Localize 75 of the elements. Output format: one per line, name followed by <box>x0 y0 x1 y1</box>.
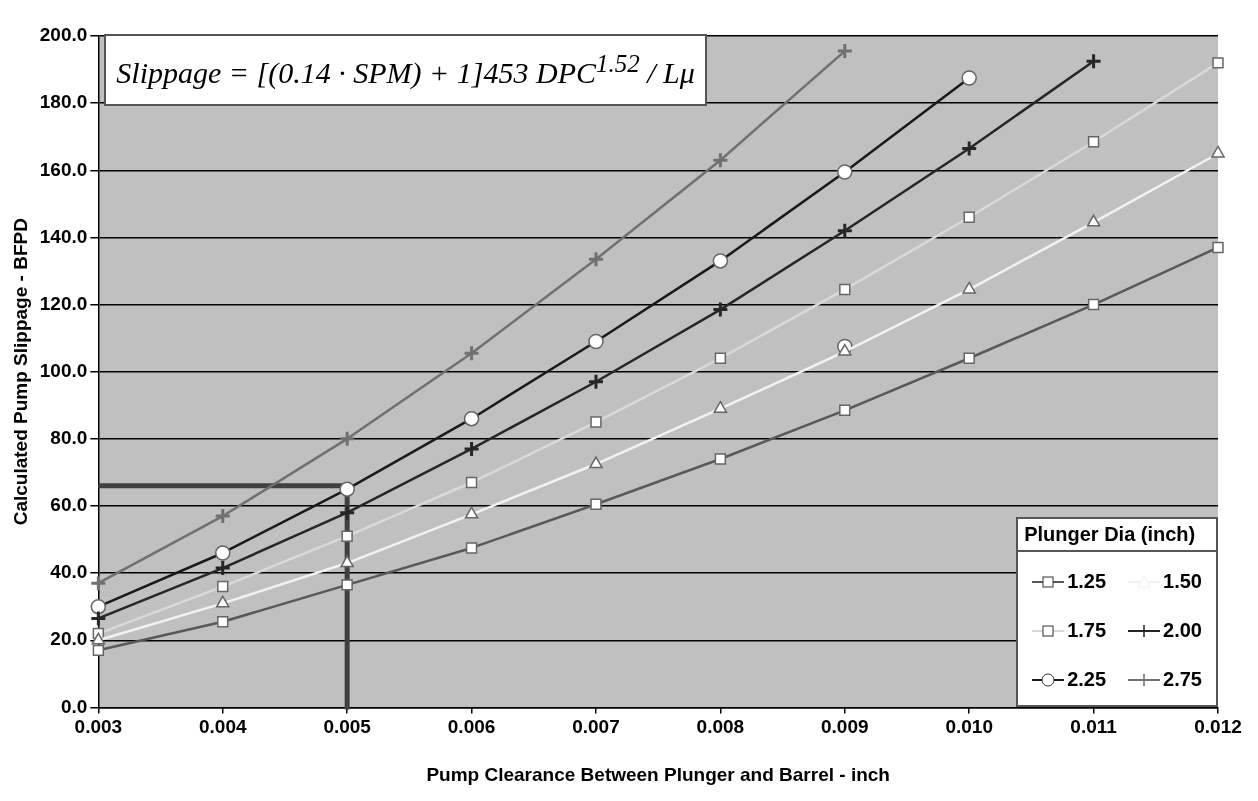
point <box>963 352 975 364</box>
x-tick-label: 0.004 <box>198 716 247 738</box>
y-axis-title: Calculated Pump Slippage - BFPD <box>9 218 31 526</box>
point <box>463 344 481 362</box>
y-tick-label: 0.0 <box>60 695 88 717</box>
x-tick-label: 0.005 <box>323 716 372 738</box>
point <box>590 416 602 428</box>
point <box>215 595 230 608</box>
point <box>89 574 107 592</box>
formula-box: Slippage = [(0.14 · SPM) + 1]453 DPC$^{1.52}$ / Lμ <box>104 34 707 106</box>
point <box>839 404 851 417</box>
point <box>963 211 975 223</box>
point <box>714 453 727 465</box>
point <box>1212 57 1224 69</box>
x-tick-label: 0.007 <box>572 716 620 738</box>
point <box>214 507 232 525</box>
point <box>1085 52 1103 70</box>
point <box>714 352 727 364</box>
point <box>711 151 729 169</box>
point <box>1211 145 1225 158</box>
point <box>217 616 229 628</box>
point <box>587 373 605 391</box>
legend-label: 1.50 <box>1163 570 1202 594</box>
point <box>89 609 107 627</box>
legend-title: Plunger Dia (inch) <box>1018 519 1216 553</box>
x-axis-title: Pump Clearance Between Plunger and Barrel - inch <box>426 763 890 785</box>
point <box>341 579 353 591</box>
point <box>340 555 354 568</box>
point <box>464 506 479 519</box>
point <box>587 250 605 268</box>
point <box>960 139 978 157</box>
y-tick-label: 140.0 <box>39 225 88 247</box>
x-tick-label: 0.012 <box>1194 716 1242 738</box>
y-tick-label: 160.0 <box>39 158 88 180</box>
point <box>836 42 854 60</box>
point <box>92 644 105 657</box>
x-tick-label: 0.006 <box>447 716 496 738</box>
legend-label: 1.75 <box>1067 619 1107 643</box>
legend-label: 2.25 <box>1067 668 1107 692</box>
point <box>1087 136 1100 148</box>
point <box>1086 214 1101 227</box>
point <box>338 430 356 448</box>
point <box>836 222 854 240</box>
y-tick-label: 20.0 <box>50 628 88 650</box>
y-tick-label: 180.0 <box>39 91 88 113</box>
point <box>465 476 478 489</box>
point <box>590 498 602 510</box>
y-tick-label: 100.0 <box>39 359 88 381</box>
point <box>338 504 356 522</box>
y-tick-label: 60.0 <box>50 494 88 516</box>
y-tick-label: 120.0 <box>39 292 88 314</box>
point <box>962 281 976 294</box>
point <box>711 301 729 319</box>
point <box>217 580 229 593</box>
point <box>713 400 728 413</box>
point <box>589 456 603 469</box>
x-tick-label: 0.008 <box>696 716 745 738</box>
point <box>341 530 353 542</box>
point <box>837 343 852 356</box>
x-tick-label: 0.009 <box>821 716 869 738</box>
y-tick-label: 200.0 <box>39 24 88 46</box>
point <box>214 559 232 577</box>
legend-label: 2.00 <box>1163 619 1202 643</box>
point <box>463 440 481 458</box>
x-tick-label: 0.011 <box>1070 716 1118 738</box>
point <box>839 283 851 296</box>
x-tick-label: 0.010 <box>945 716 993 738</box>
point <box>1212 241 1224 254</box>
legend-label: 1.25 <box>1067 570 1107 594</box>
point <box>1087 298 1100 311</box>
point <box>465 542 478 554</box>
x-tick-label: 0.003 <box>74 716 123 738</box>
y-tick-label: 80.0 <box>50 427 88 449</box>
y-tick-label: 40.0 <box>50 561 88 583</box>
legend-label: 2.75 <box>1163 668 1202 692</box>
